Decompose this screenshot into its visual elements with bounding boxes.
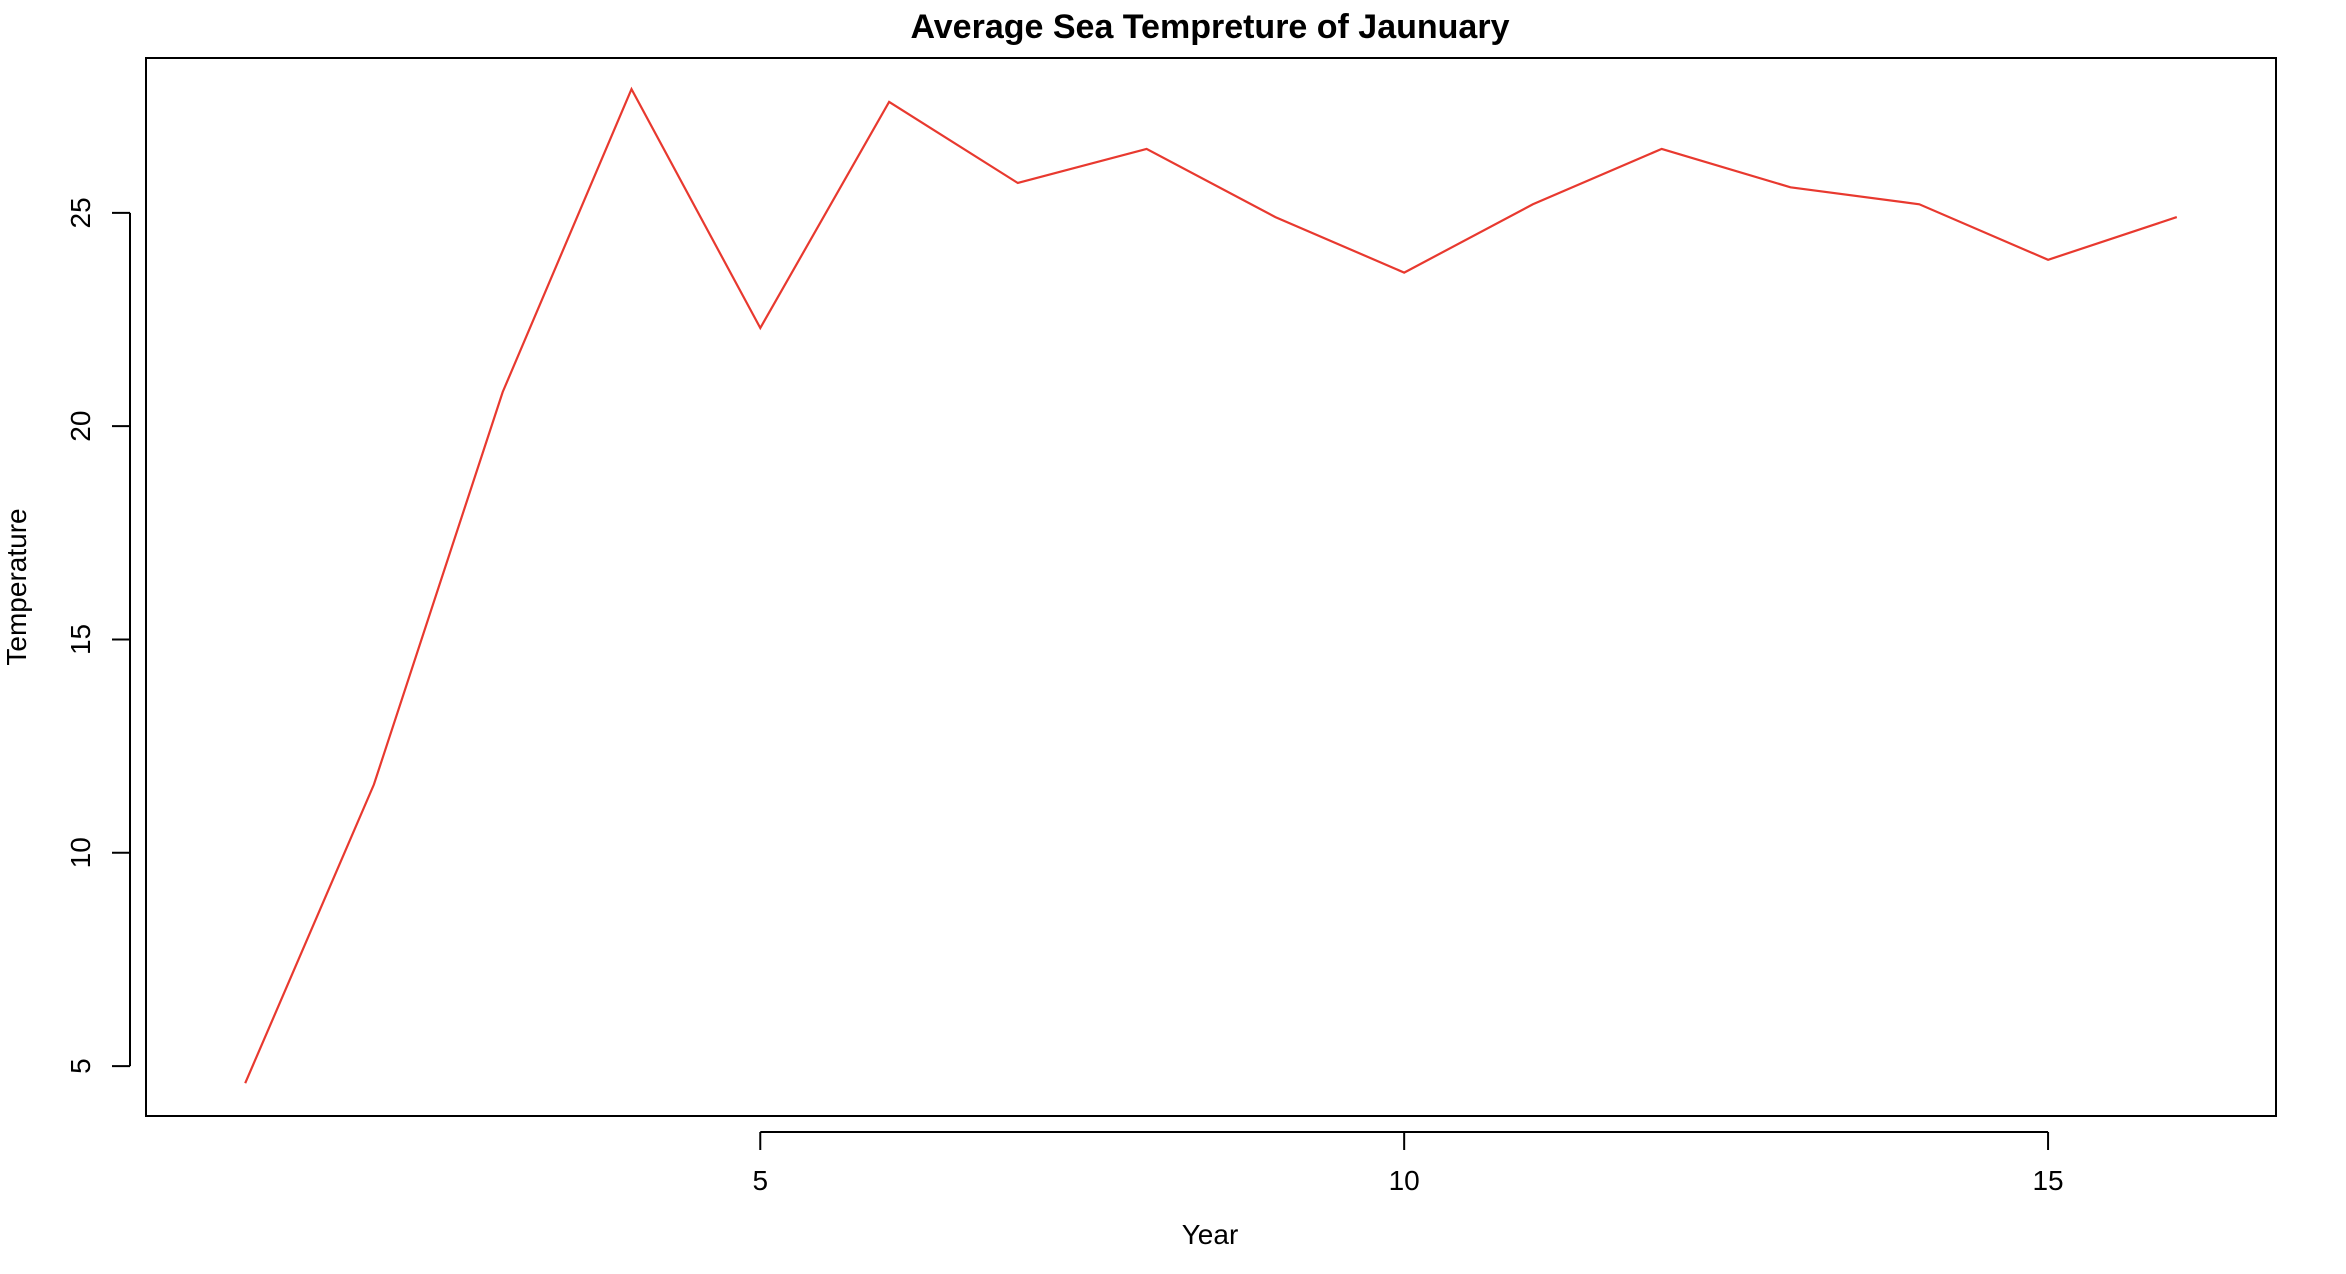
y-tick-label: 10	[65, 837, 96, 868]
x-tick-label: 15	[2032, 1165, 2063, 1196]
y-tick-label: 5	[65, 1058, 96, 1074]
x-tick-label: 5	[752, 1165, 768, 1196]
y-tick-label: 20	[65, 411, 96, 442]
plot-area-frame	[145, 57, 2277, 1117]
y-axis: 5 10 15 20 25	[65, 197, 131, 1074]
x-tick-label: 10	[1389, 1165, 1420, 1196]
y-tick-label: 15	[65, 624, 96, 655]
series-layer	[244, 86, 2178, 1084]
series-line-0	[244, 86, 2178, 1084]
y-axis-label: Temperature	[1, 508, 32, 665]
y-tick-label: 25	[65, 197, 96, 228]
x-axis: 5 10 15	[752, 1131, 2064, 1196]
chart-title: Average Sea Tempreture of Jaunuary	[910, 8, 1509, 46]
x-axis-label: Year	[1182, 1219, 1239, 1250]
